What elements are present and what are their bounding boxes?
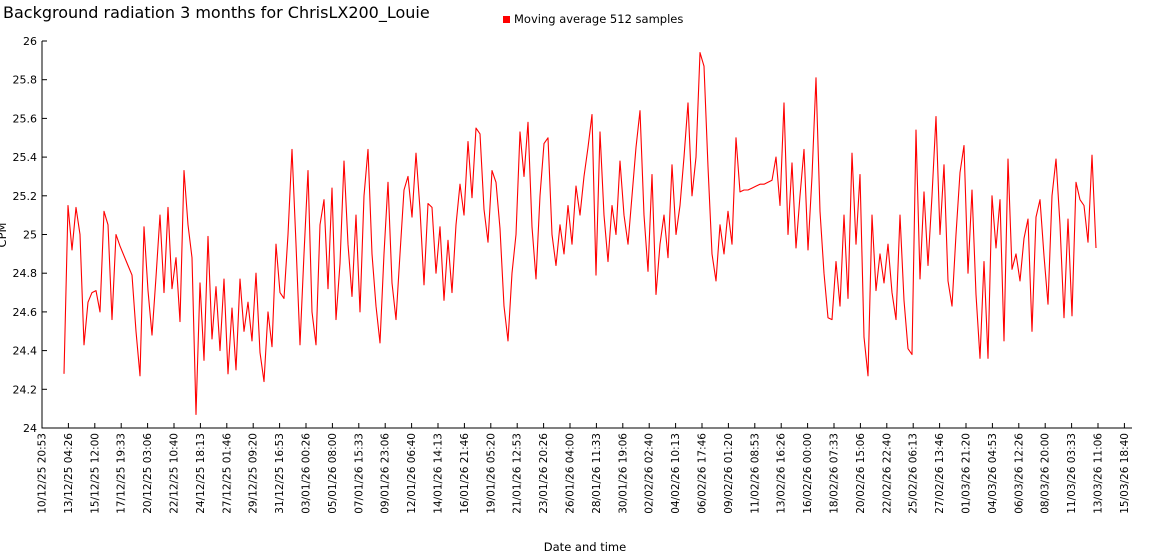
x-tick-label: 19/01/26 05:20 (485, 433, 497, 514)
x-tick-label: 14/01/26 14:13 (433, 433, 445, 514)
x-tick-label: 01/03/26 21:20 (961, 433, 973, 514)
x-tick-label: 07/01/26 15:33 (353, 433, 365, 514)
x-tick-label: 06/03/26 12:26 (1013, 433, 1025, 514)
x-tick-label: 23/01/26 20:26 (538, 433, 550, 514)
x-tick-label: 20/02/26 15:06 (855, 433, 867, 514)
y-tick-label: 24 (23, 422, 37, 435)
x-tick-label: 11/02/26 08:53 (749, 433, 761, 514)
x-tick-label: 30/01/26 19:06 (617, 433, 629, 514)
x-tick-label: 10/12/25 20:53 (37, 433, 49, 514)
y-tick-label: 24.6 (13, 306, 38, 319)
x-tick-label: 18/02/26 07:33 (829, 433, 841, 514)
x-tick-label: 06/02/26 17:46 (697, 433, 709, 514)
x-tick-label: 25/02/26 06:13 (908, 433, 920, 514)
axis-lines (41, 41, 1132, 429)
x-tick-label: 09/02/26 01:20 (723, 433, 735, 514)
y-tick-label: 24.2 (13, 383, 38, 396)
x-tick-label: 31/12/25 16:53 (274, 433, 286, 514)
x-tick-label: 15/03/26 18:40 (1119, 433, 1131, 514)
x-tick-label: 20/12/25 03:06 (142, 433, 154, 514)
x-tick-label: 29/12/25 09:20 (248, 433, 260, 514)
x-tick-label: 24/12/25 18:13 (195, 433, 207, 514)
x-tick-label: 12/01/26 06:40 (406, 433, 418, 514)
x-tick-label: 22/12/25 10:40 (169, 433, 181, 514)
y-axis-title: CPM (0, 223, 9, 248)
y-tick-label: 25.2 (13, 190, 38, 203)
x-tick-label: 21/01/26 12:53 (512, 433, 524, 514)
x-tick-label: 27/02/26 13:46 (934, 433, 946, 514)
y-tick-label: 25 (23, 229, 37, 242)
chart-title: Background radiation 3 months for ChrisL… (3, 3, 430, 22)
x-tick-label: 13/12/25 04:26 (63, 433, 75, 514)
x-tick-label: 15/12/25 12:00 (89, 433, 101, 514)
x-tick-label: 26/01/26 04:00 (565, 433, 577, 514)
x-tick-label: 09/01/26 23:06 (380, 433, 392, 514)
series-line (63, 52, 1097, 416)
y-tick-label: 26 (23, 35, 37, 48)
legend: Moving average 512 samples (503, 12, 683, 26)
y-tick-label: 25.4 (13, 151, 38, 164)
x-tick-label: 02/02/26 02:40 (644, 433, 656, 514)
x-tick-label: 03/01/26 00:26 (301, 433, 313, 514)
x-axis-title: Date and time (543, 540, 627, 554)
y-tick-label: 25.6 (13, 112, 38, 125)
x-tick-label: 27/12/25 01:46 (221, 433, 233, 514)
x-tick-label: 13/03/26 11:06 (1093, 433, 1105, 514)
x-tick-label: 17/12/25 19:33 (116, 433, 128, 514)
x-tick-label: 05/01/26 08:00 (327, 433, 339, 514)
x-tick-label: 28/01/26 11:33 (591, 433, 603, 514)
x-tick-label: 11/03/26 03:33 (1066, 433, 1078, 514)
x-tick-label: 16/01/26 21:46 (459, 433, 471, 514)
legend-label: Moving average 512 samples (514, 12, 684, 26)
x-tick-label: 08/03/26 20:00 (1040, 433, 1052, 514)
x-tick-label: 04/02/26 10:13 (670, 433, 682, 514)
x-tick-label: 04/03/26 04:53 (987, 433, 999, 514)
x-tick-label: 22/02/26 22:40 (881, 433, 893, 514)
y-tick-label: 24.8 (13, 267, 38, 280)
x-tick-label: 13/02/26 16:26 (776, 433, 788, 514)
y-tick-label: 24.4 (13, 345, 38, 358)
x-tick-label: 16/02/26 00:00 (802, 433, 814, 514)
legend-marker-icon (503, 15, 510, 23)
y-tick-label: 25.8 (13, 74, 38, 87)
